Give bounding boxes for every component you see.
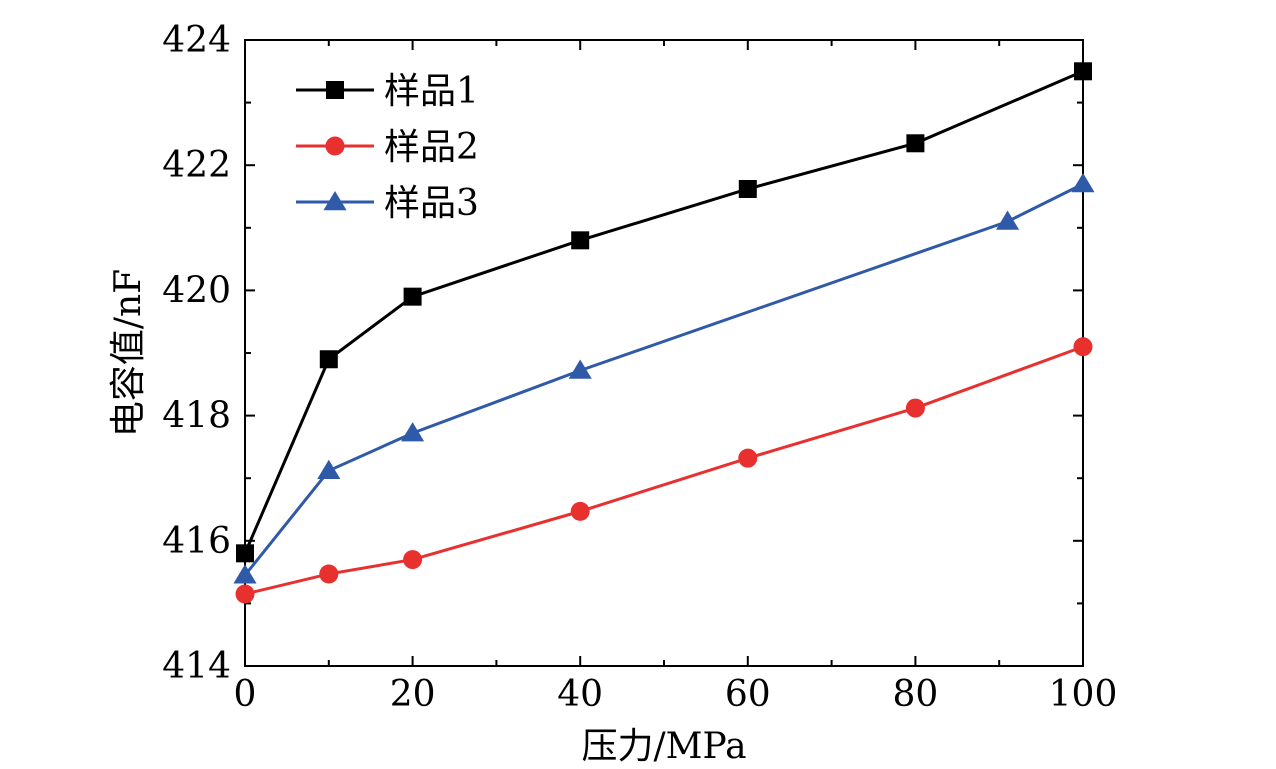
series-line	[243, 69, 1084, 554]
series-1	[236, 62, 1092, 563]
series-line	[243, 182, 1084, 577]
y-tick-label: 418	[162, 396, 231, 437]
y-tick-label: 416	[162, 521, 231, 562]
x-tick-label: 100	[1049, 674, 1118, 715]
data-point	[1074, 62, 1092, 81]
data-point	[403, 550, 423, 570]
x-tick-label: 40	[557, 674, 603, 715]
data-point	[319, 564, 339, 584]
data-point	[317, 459, 341, 479]
y-tick-label: 420	[162, 270, 231, 311]
y-tick-label: 422	[162, 145, 231, 186]
legend: 样品1 样品2 样品3	[296, 71, 479, 224]
data-point	[403, 287, 422, 306]
axes: 0 20 40 60 80 100 414 416 418 420 422 424	[162, 20, 1117, 715]
data-point	[401, 422, 425, 442]
y-axis-title: 电容值/nF	[108, 269, 149, 437]
data-point	[570, 501, 590, 521]
series-line	[244, 345, 1084, 596]
legend-entry: 样品2	[296, 127, 479, 168]
data-point	[905, 398, 925, 418]
data-point	[1071, 172, 1095, 193]
data-point	[233, 564, 257, 584]
data-point	[906, 134, 925, 153]
y-tick-label: 414	[162, 646, 231, 687]
series-3	[233, 172, 1095, 584]
x-tick-label: 60	[725, 674, 771, 715]
data-point	[568, 359, 592, 379]
data-point	[319, 350, 338, 369]
x-axis-title: 压力/MPa	[581, 726, 746, 767]
legend-label: 样品1	[384, 71, 479, 112]
x-tick-label: 80	[892, 674, 938, 715]
plot-frame	[244, 39, 1084, 667]
x-tick-label: 0	[234, 674, 257, 715]
legend-marker	[325, 136, 345, 156]
x-tick-label: 20	[390, 674, 436, 715]
data-point	[738, 179, 757, 198]
data-point	[236, 544, 254, 563]
series-2	[235, 337, 1093, 604]
legend-label: 样品3	[384, 183, 479, 224]
series-layer	[233, 62, 1095, 604]
legend-label: 样品2	[384, 127, 479, 168]
data-point	[235, 584, 255, 604]
data-point	[571, 231, 590, 250]
data-point	[996, 210, 1020, 230]
legend-marker	[326, 81, 344, 99]
legend-marker	[323, 191, 347, 211]
data-point	[738, 448, 758, 468]
legend-entry: 样品3	[296, 183, 479, 224]
data-point	[1073, 337, 1093, 357]
y-tick-label: 424	[162, 20, 231, 61]
legend-entry: 样品1	[296, 71, 479, 112]
